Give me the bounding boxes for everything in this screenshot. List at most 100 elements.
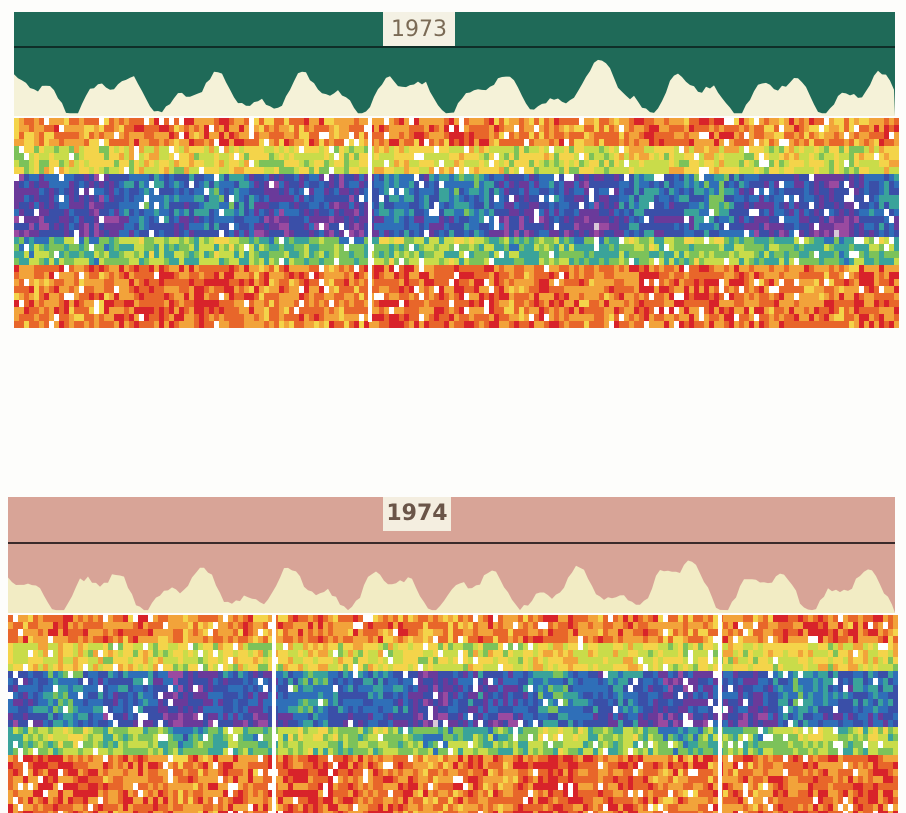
heat-cell	[44, 139, 49, 146]
heat-cell	[544, 251, 549, 258]
heat-cell	[104, 174, 109, 181]
heat-cell	[704, 146, 709, 153]
heat-cell	[324, 223, 329, 230]
heat-cell	[449, 286, 454, 293]
heat-cell	[29, 293, 34, 300]
heat-cell	[554, 146, 559, 153]
heat-cell	[624, 230, 629, 237]
heat-cell	[754, 188, 759, 195]
heat-cell	[459, 272, 464, 279]
heat-cell	[694, 139, 699, 146]
heat-cell	[234, 314, 239, 321]
heat-cell	[104, 265, 109, 272]
heat-cell	[259, 139, 264, 146]
heat-cell	[629, 279, 634, 286]
heat-cell	[514, 321, 519, 328]
heat-cell	[154, 146, 159, 153]
heat-cell	[114, 146, 119, 153]
heat-cell	[519, 314, 524, 321]
heat-cell	[214, 146, 219, 153]
heat-cell	[789, 251, 794, 258]
heat-cell	[184, 118, 189, 125]
heat-cell	[629, 265, 634, 272]
heat-cell	[269, 216, 274, 223]
heat-cell	[484, 209, 489, 216]
heat-cell	[534, 286, 539, 293]
heat-cell	[199, 181, 204, 188]
heat-cell	[699, 174, 704, 181]
heat-cell	[504, 160, 509, 167]
heat-cell	[164, 237, 169, 244]
heat-cell	[484, 216, 489, 223]
heat-cell	[844, 118, 849, 125]
heat-cell	[709, 286, 714, 293]
heat-cell	[194, 202, 199, 209]
heat-cell	[169, 125, 174, 132]
heat-cell	[254, 195, 259, 202]
heat-cell	[719, 265, 724, 272]
heat-cell	[434, 258, 439, 265]
heat-cell	[839, 251, 844, 258]
heat-cell	[29, 195, 34, 202]
heat-cell	[609, 223, 614, 230]
heat-cell	[404, 167, 409, 174]
heat-cell	[239, 321, 244, 328]
heat-cell	[274, 118, 279, 125]
heat-cell	[824, 132, 829, 139]
heat-cell	[609, 307, 614, 314]
heat-cell	[709, 139, 714, 146]
heat-cell	[214, 223, 219, 230]
heat-cell	[489, 293, 494, 300]
heat-cell	[74, 265, 79, 272]
heat-cell	[399, 223, 404, 230]
heat-cell	[249, 251, 254, 258]
heat-cell	[594, 300, 599, 307]
heat-cell	[724, 216, 729, 223]
heat-cell	[829, 244, 834, 251]
heat-cell	[174, 258, 179, 265]
heat-cell	[179, 307, 184, 314]
heat-cell	[559, 251, 564, 258]
heat-cell	[289, 286, 294, 293]
heat-cell	[159, 181, 164, 188]
heat-cell	[279, 125, 284, 132]
heat-cell	[519, 174, 524, 181]
heat-cell	[254, 181, 259, 188]
heat-cell	[779, 265, 784, 272]
heat-cell	[269, 125, 274, 132]
heat-cell	[504, 195, 509, 202]
heat-cell	[469, 188, 474, 195]
heat-cell	[804, 293, 809, 300]
heat-cell	[794, 272, 799, 279]
heat-cell	[59, 209, 64, 216]
heat-cell	[504, 167, 509, 174]
heat-cell	[404, 230, 409, 237]
heat-cell	[729, 202, 734, 209]
heat-cell	[699, 251, 704, 258]
heat-cell	[344, 265, 349, 272]
heat-cell	[204, 125, 209, 132]
heat-cell	[219, 279, 224, 286]
heat-cell	[379, 202, 384, 209]
heat-cell	[574, 321, 579, 328]
heat-cell	[534, 160, 539, 167]
heat-cell	[414, 153, 419, 160]
heat-cell	[654, 132, 659, 139]
heat-cell	[409, 181, 414, 188]
heat-cell	[509, 181, 514, 188]
heat-cell	[734, 223, 739, 230]
heat-cell	[734, 321, 739, 328]
heat-cell	[34, 174, 39, 181]
heat-cell	[54, 146, 59, 153]
heat-cell	[384, 286, 389, 293]
heat-cell	[159, 300, 164, 307]
heat-cell	[384, 307, 389, 314]
heat-cell	[474, 279, 479, 286]
heat-cell	[444, 216, 449, 223]
heat-cell	[814, 153, 819, 160]
heat-cell	[399, 307, 404, 314]
heat-cell	[319, 181, 324, 188]
heat-cell	[544, 139, 549, 146]
heat-cell	[104, 167, 109, 174]
heat-cell	[674, 132, 679, 139]
